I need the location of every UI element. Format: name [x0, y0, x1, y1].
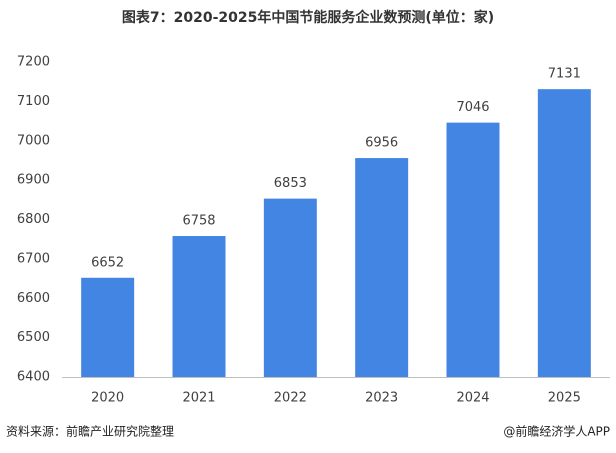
y-tick-label: 6600 — [17, 291, 50, 306]
value-label: 7131 — [548, 67, 581, 82]
value-label: 7046 — [456, 100, 489, 115]
bar — [172, 236, 226, 377]
x-tick-label: 2024 — [456, 391, 489, 406]
y-tick-label: 7200 — [17, 55, 50, 70]
value-label: 6956 — [365, 136, 398, 151]
bar — [81, 277, 135, 377]
y-tick-label: 6400 — [17, 370, 50, 385]
chart-title: 图表7：2020-2025年中国节能服务企业数预测(单位：家) — [122, 9, 494, 26]
value-label: 6652 — [91, 255, 124, 270]
x-tick-label: 2022 — [274, 391, 307, 406]
y-tick-label: 6500 — [17, 330, 50, 345]
bar — [537, 89, 591, 377]
x-tick-label: 2023 — [365, 391, 398, 406]
value-label: 6853 — [274, 176, 307, 191]
source: 资料来源：前瞻产业研究院整理 — [6, 424, 174, 439]
x-tick-label: 2025 — [548, 391, 581, 406]
y-tick-label: 6900 — [17, 173, 50, 188]
bar — [263, 198, 317, 377]
bar — [355, 158, 409, 377]
x-tick-label: 2021 — [182, 391, 215, 406]
y-tick-label: 6700 — [17, 251, 50, 266]
value-label: 6758 — [182, 214, 215, 229]
y-tick-label: 6800 — [17, 212, 50, 227]
y-tick-label: 7000 — [17, 133, 50, 148]
bar — [446, 122, 500, 377]
x-tick-label: 2020 — [91, 391, 124, 406]
y-tick-label: 7100 — [17, 94, 50, 109]
credit: @前瞻经济学人APP — [503, 424, 610, 439]
